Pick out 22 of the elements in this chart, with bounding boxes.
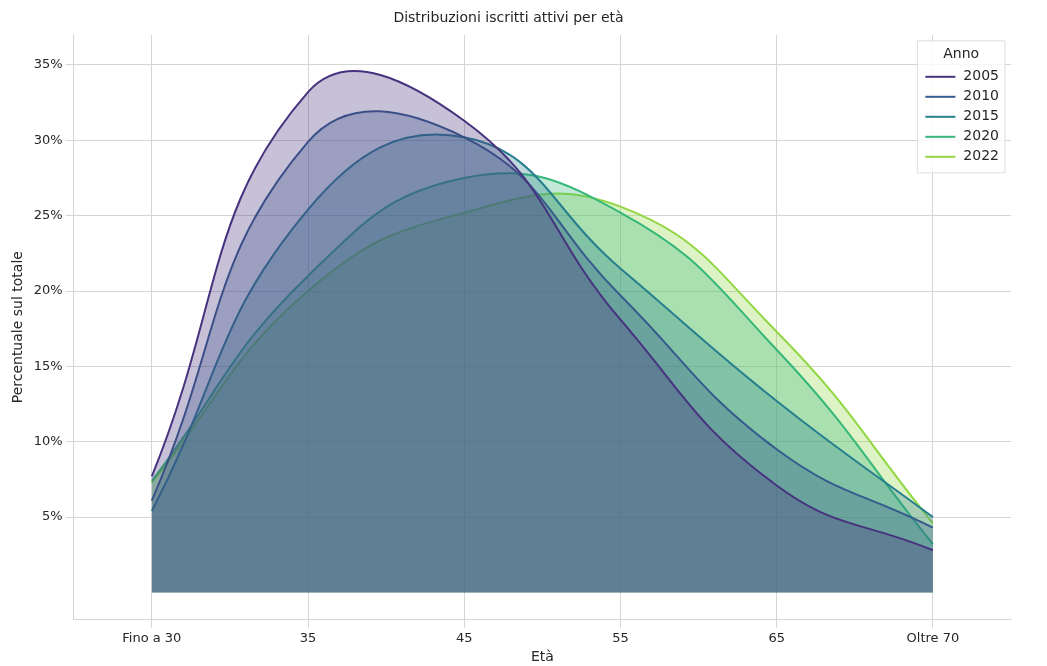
x-axis-title: Età <box>530 648 554 665</box>
legend-label: 2010 <box>963 87 1000 104</box>
y-tick-label: 5% <box>42 508 63 524</box>
y-axis-title: Percentuale sul totale <box>9 251 26 404</box>
legend-title: Anno <box>943 45 980 62</box>
x-tick-label: 55 <box>612 629 629 645</box>
y-tick-label: 30% <box>33 131 63 147</box>
x-tick-label: Fino a 30 <box>122 629 182 645</box>
y-tick-label: 15% <box>33 357 63 373</box>
chart-title: Distribuzioni iscritti attivi per età <box>393 9 624 26</box>
legend-label: 2022 <box>963 147 1000 164</box>
x-tick-label: 65 <box>768 629 785 645</box>
x-tick-label: Oltre 70 <box>906 629 960 645</box>
legend-label: 2005 <box>963 67 1000 84</box>
y-tick-label: 25% <box>33 207 63 223</box>
legend-label: 2015 <box>963 107 1000 124</box>
x-tick-label: 35 <box>299 629 317 645</box>
y-tick-label: 10% <box>33 433 63 449</box>
x-tick-label: 45 <box>455 629 473 645</box>
y-tick-label: 20% <box>33 282 63 298</box>
legend-label: 2020 <box>963 127 1000 144</box>
y-tick-label: 35% <box>33 56 63 72</box>
